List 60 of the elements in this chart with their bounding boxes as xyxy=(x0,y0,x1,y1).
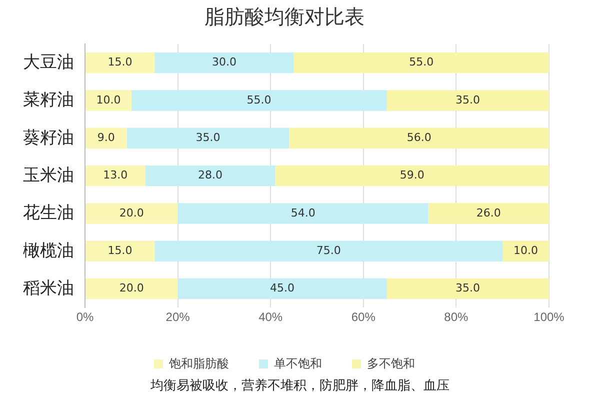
data-label: 30.0 xyxy=(212,56,236,69)
data-label: 15.0 xyxy=(108,244,132,257)
legend-label: 单不饱和 xyxy=(274,356,322,370)
bar xyxy=(275,165,549,186)
chart-title: 脂肪酸均衡对比表 xyxy=(204,6,364,29)
y-tick-label: 稻米油 xyxy=(23,278,74,298)
bar xyxy=(86,90,132,111)
bar xyxy=(86,278,178,300)
data-label: 28.0 xyxy=(198,168,223,182)
data-label: 45.0 xyxy=(270,282,294,295)
x-tick-label: 80% xyxy=(444,310,469,324)
legend-label: 饱和脂肪酸 xyxy=(168,356,229,370)
y-tick-label: 花生油 xyxy=(23,203,74,222)
bar xyxy=(178,278,387,300)
data-label: 9.0 xyxy=(97,131,115,144)
bar xyxy=(502,240,549,262)
bar xyxy=(86,52,155,74)
data-label: 20.0 xyxy=(119,206,144,220)
x-tick-label: 20% xyxy=(166,310,190,324)
data-label: 26.0 xyxy=(476,206,501,220)
y-tick-label: 大豆油 xyxy=(23,52,74,72)
bar xyxy=(145,165,276,186)
data-label: 35.0 xyxy=(456,282,480,295)
y-tick-label: 橄榄油 xyxy=(23,240,74,260)
data-label: 55.0 xyxy=(246,93,272,106)
bar xyxy=(131,90,387,111)
data-label: 59.0 xyxy=(400,168,424,182)
data-label: 35.0 xyxy=(196,131,220,144)
x-tick-label: 40% xyxy=(258,310,283,324)
bar xyxy=(294,52,549,74)
data-label: 55.0 xyxy=(409,56,434,69)
bar xyxy=(86,128,127,148)
data-label: 56.0 xyxy=(406,131,432,144)
bar xyxy=(154,52,294,74)
y-tick-label: 葵籽油 xyxy=(23,128,74,147)
x-tick-label: 0% xyxy=(76,310,94,324)
x-tick-label: 100% xyxy=(534,310,565,324)
data-label: 10.0 xyxy=(514,244,538,257)
data-label: 75.0 xyxy=(316,244,341,257)
bar xyxy=(289,128,549,148)
text: 均衡易被吸收，营养不堆积，防肥胖，降血脂、血压 xyxy=(150,377,450,394)
bar xyxy=(154,240,503,262)
data-label: 15.0 xyxy=(108,56,132,69)
x-tick-label: 60% xyxy=(351,310,376,324)
data-label: 54.0 xyxy=(290,206,316,220)
data-label: 13.0 xyxy=(103,168,128,182)
bar xyxy=(386,278,549,300)
y-tick-label: 玉米油 xyxy=(23,165,74,184)
bar xyxy=(428,203,549,224)
bar xyxy=(386,90,549,111)
bar xyxy=(86,165,146,186)
data-label: 10.0 xyxy=(96,93,121,106)
data-label: 35.0 xyxy=(456,93,480,106)
bar xyxy=(126,128,290,148)
bar xyxy=(86,203,178,224)
bar xyxy=(86,240,155,262)
legend-label: 多不饱和 xyxy=(367,356,415,370)
bar xyxy=(178,203,428,224)
data-label: 20.0 xyxy=(119,282,144,295)
y-tick-label: 菜籽油 xyxy=(23,90,74,110)
